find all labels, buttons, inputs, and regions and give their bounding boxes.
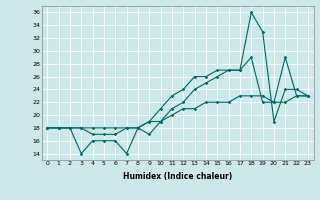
X-axis label: Humidex (Indice chaleur): Humidex (Indice chaleur) bbox=[123, 172, 232, 181]
